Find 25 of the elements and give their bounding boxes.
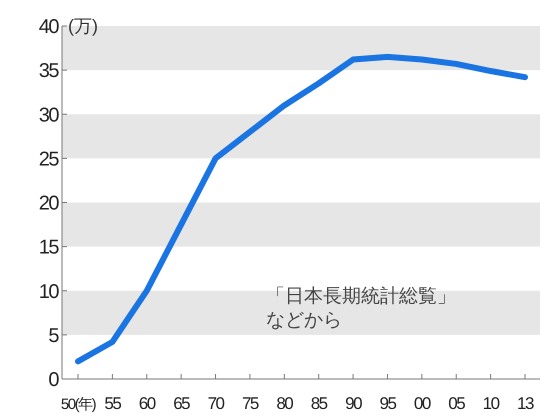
x-tick-label: 13 — [517, 394, 534, 413]
y-tick-label: 10 — [38, 280, 60, 303]
x-tick-label: 75 — [242, 394, 259, 413]
y-tick-label: 40 — [38, 16, 60, 38]
x-tick-label: 60 — [138, 394, 156, 413]
x-tick-label: 50(年) — [60, 396, 97, 413]
x-tick-label: 85 — [310, 394, 328, 413]
y-tick-label: 0 — [48, 369, 60, 391]
y-tick-label: 20 — [38, 192, 60, 214]
x-tick-label: 10 — [482, 394, 500, 413]
y-tick-label: 15 — [38, 236, 60, 259]
y-tick-label: 25 — [38, 148, 60, 170]
y-tick-label: 30 — [38, 104, 60, 126]
x-tick-label: 00 — [414, 394, 431, 413]
x-tick-label: 70 — [208, 394, 225, 413]
x-tick-label: 05 — [448, 394, 466, 413]
y-axis-title: (万) — [68, 16, 98, 36]
y-tick-label: 35 — [38, 60, 60, 82]
x-tick-label: 90 — [345, 394, 362, 413]
annotation: 「日本長期統計総覧」などから — [266, 286, 456, 331]
x-tick-label: 55 — [104, 394, 122, 413]
x-tick-label: 65 — [173, 394, 190, 413]
x-tick-label: 80 — [276, 394, 294, 413]
x-tick-label: 95 — [380, 394, 396, 413]
y-tick-label: 5 — [48, 324, 60, 347]
